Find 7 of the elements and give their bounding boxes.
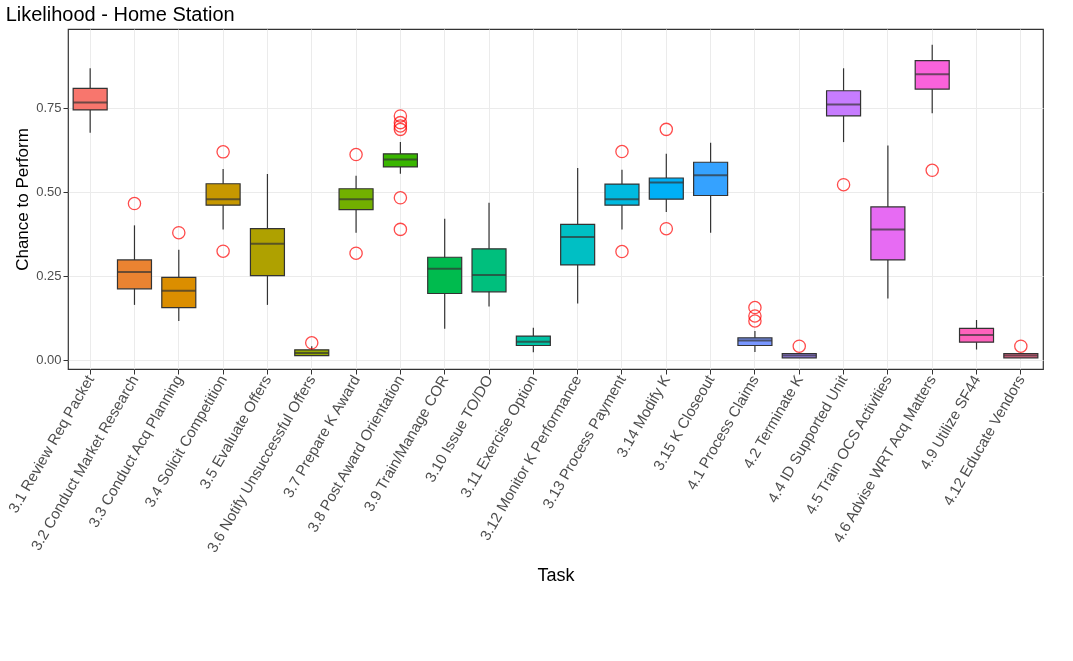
y-tick-label: 0.00	[36, 352, 62, 368]
chart-title: Likelihood - Home Station	[5, 3, 235, 25]
y-axis-title: Chance to Perform	[13, 128, 33, 271]
y-tick-label: 0.25	[36, 268, 62, 284]
y-tick-label: 0.50	[36, 184, 62, 200]
y-tick-label: 0.75	[36, 100, 62, 116]
x-axis-title: Task	[537, 564, 576, 585]
